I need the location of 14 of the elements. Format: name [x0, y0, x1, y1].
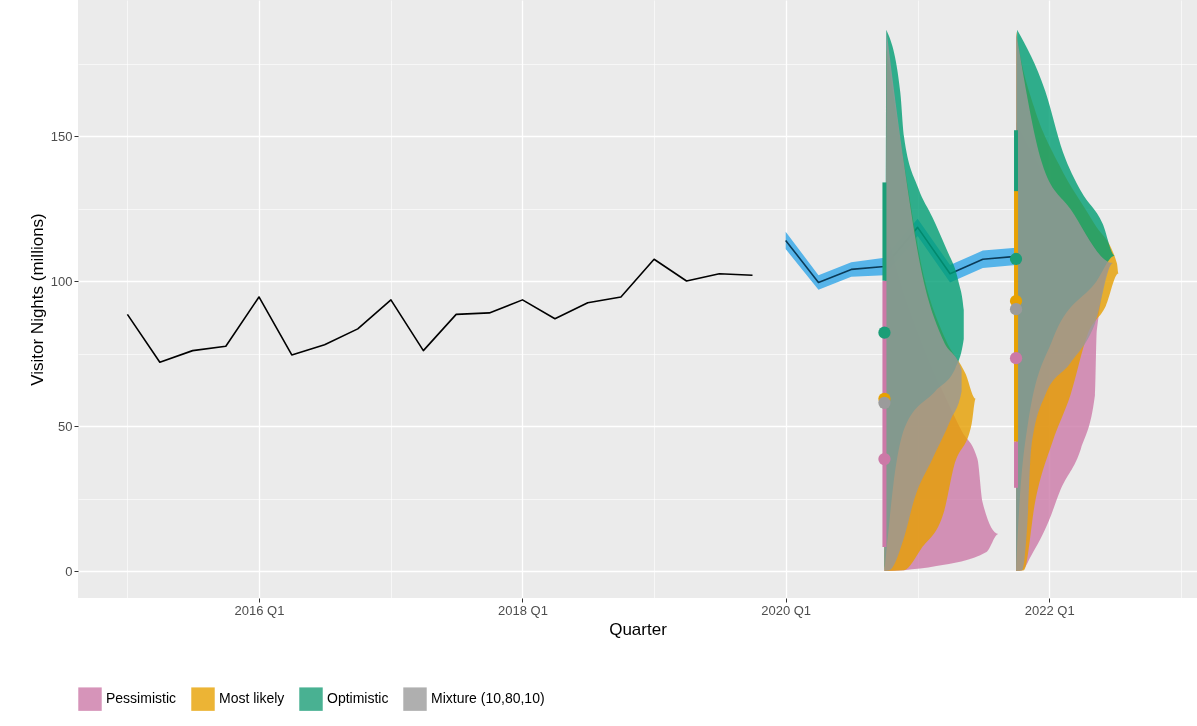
x-tick-label: 2022 Q1 — [1024, 602, 1075, 618]
y-tick-label: 50 — [58, 418, 73, 434]
y-axis-title: Visitor Nights (millions) — [27, 213, 47, 386]
legend-label: Pessimistic — [106, 690, 177, 707]
legend-label: Mixture (10,80,10) — [431, 690, 545, 707]
y-tick-label: 150 — [50, 128, 73, 144]
legend-label: Optimistic — [327, 690, 389, 707]
y-tick-label: 100 — [50, 273, 73, 289]
x-axis-title: Quarter — [609, 619, 668, 639]
x-tick-label: 2020 Q1 — [761, 602, 812, 618]
x-tick-label: 2016 Q1 — [234, 602, 285, 618]
y-tick-label: 0 — [65, 563, 73, 579]
legend-label: Most likely — [219, 690, 285, 707]
x-tick-label: 2018 Q1 — [498, 602, 548, 618]
